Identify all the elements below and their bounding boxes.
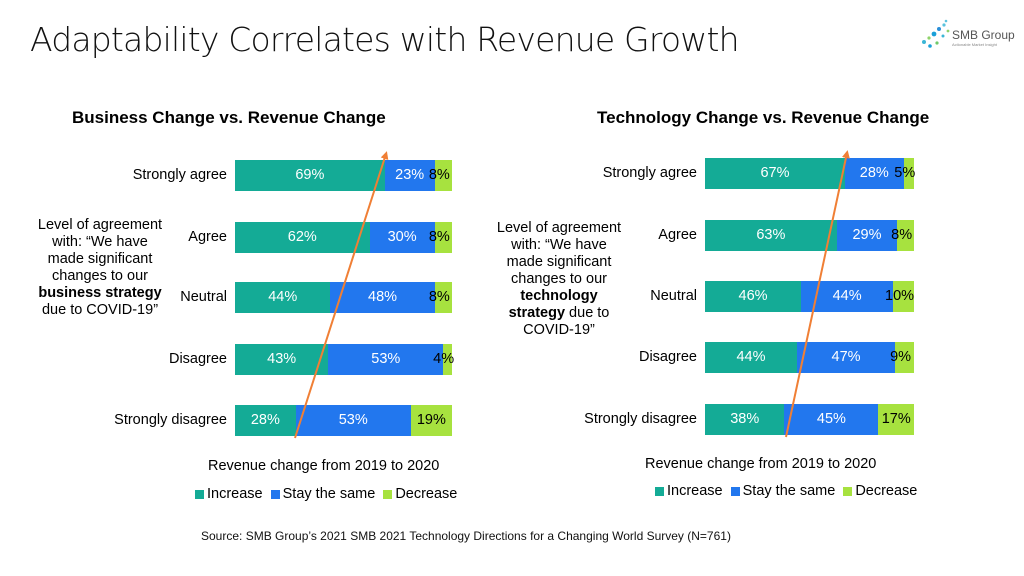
bar-segment-decrease <box>897 220 914 251</box>
side-text-pre: Level of agreement with: “We have made s… <box>496 220 622 287</box>
category-label: Neutral <box>650 288 697 304</box>
legend-swatch-stay <box>270 489 280 499</box>
legend-label: Increase <box>207 486 263 502</box>
legend-label: Increase <box>667 483 723 499</box>
data-label-decrease: 8% <box>428 229 450 245</box>
category-label: Agree <box>658 227 697 243</box>
bar-segment-decrease <box>878 404 914 435</box>
logo-tagline: Actionable Market Insight <box>952 42 997 47</box>
chart-title-technology: Technology Change vs. Revenue Change <box>597 108 930 127</box>
legend-label: Stay the same <box>742 483 836 499</box>
chart-title-business: Business Change vs. Revenue Change <box>72 108 386 127</box>
legend-label: Stay the same <box>282 486 376 502</box>
data-label-decrease: 4% <box>433 351 455 367</box>
category-label: Strongly agree <box>602 165 697 181</box>
data-label-stay-same: 53% <box>338 412 368 428</box>
bar-segment-increase <box>705 404 785 435</box>
data-label-increase: 38% <box>730 411 760 427</box>
data-label-increase: 67% <box>760 165 790 181</box>
legend-label: Decrease <box>395 486 458 502</box>
bar-segment-decrease <box>434 222 452 253</box>
category-label: Disagree <box>168 351 227 367</box>
data-label-stay-same: 23% <box>395 167 425 183</box>
data-label-stay-same: 28% <box>859 165 889 181</box>
legend-swatch-decrease <box>843 486 853 496</box>
side-text-technology: Level of agreement with: “We have made s… <box>494 220 624 339</box>
data-label-stay-same: 29% <box>852 227 882 243</box>
legend-swatch-decrease <box>383 489 393 499</box>
category-label: Strongly disagree <box>584 411 697 427</box>
smb-group-logo: SMB Group Actionable Market Insight <box>918 16 1018 56</box>
bar-segment-stay-same <box>845 158 904 189</box>
data-label-decrease: 10% <box>885 288 915 304</box>
category-label: Agree <box>188 229 227 245</box>
bar-segment-decrease <box>893 281 914 312</box>
legend-item-stay: Stay the same <box>270 486 376 502</box>
data-label-stay-same: 45% <box>816 411 846 427</box>
data-label-increase: 44% <box>268 289 298 305</box>
data-label-increase: 43% <box>267 351 297 367</box>
bar-segment-increase <box>235 405 296 436</box>
legend-item-decrease: Decrease <box>383 486 457 502</box>
legend-item-increase: Increase <box>655 483 723 499</box>
data-label-decrease: 8% <box>428 289 450 305</box>
logo-dots-icon <box>922 19 950 48</box>
data-label-decrease: 19% <box>416 412 446 428</box>
legend-swatch-stay <box>730 486 740 496</box>
bar-segment-increase <box>705 342 797 373</box>
data-label-increase: 69% <box>295 167 325 183</box>
legend-item-decrease: Decrease <box>843 483 917 499</box>
category-label: Neutral <box>180 289 227 305</box>
bar-segment-decrease <box>903 158 914 189</box>
legend-item-increase: Increase <box>195 486 263 502</box>
legend-item-stay: Stay the same <box>730 483 836 499</box>
side-text-post: due to COVID-19” <box>41 302 159 318</box>
data-label-increase: 62% <box>287 229 317 245</box>
data-label-increase: 28% <box>250 412 280 428</box>
data-label-increase: 44% <box>736 349 766 365</box>
category-label: Strongly disagree <box>114 412 227 428</box>
data-label-stay-same: 48% <box>368 289 398 305</box>
data-label-stay-same: 53% <box>371 351 401 367</box>
side-text-pre: Level of agreement with: “We have made s… <box>37 217 163 284</box>
bar-segment-decrease <box>410 405 452 436</box>
data-label-decrease: 8% <box>891 227 913 243</box>
legend-business: Increase Stay the same Decrease <box>195 486 457 502</box>
x-axis-label-technology: Revenue change from 2019 to 2020 <box>645 456 877 472</box>
category-label: Strongly agree <box>132 167 227 183</box>
data-label-increase: 46% <box>738 288 768 304</box>
legend-swatch-increase <box>655 486 664 496</box>
side-text-business: Level of agreement with: “We have made s… <box>35 217 165 319</box>
legend-swatch-increase <box>195 489 204 499</box>
bar-segment-decrease <box>434 160 452 191</box>
bar-segment-decrease <box>434 282 452 313</box>
data-label-stay-same: 30% <box>387 229 417 245</box>
side-text-bold: business strategy <box>38 285 162 301</box>
x-axis-label-business: Revenue change from 2019 to 2020 <box>208 458 440 474</box>
legend-label: Decrease <box>855 483 918 499</box>
data-label-increase: 63% <box>756 227 786 243</box>
bar-segment-decrease <box>443 344 452 375</box>
category-label: Disagree <box>638 349 697 365</box>
slide-title: Adaptability Correlates with Revenue Gro… <box>30 20 740 59</box>
legend-technology: Increase Stay the same Decrease <box>655 483 917 499</box>
bar-segment-stay-same <box>384 160 435 191</box>
data-label-stay-same: 47% <box>831 349 861 365</box>
data-label-decrease: 8% <box>428 167 450 183</box>
side-text-post: due to COVID-19” <box>523 305 610 338</box>
data-label-stay-same: 44% <box>832 288 862 304</box>
logo-name: SMB Group <box>952 28 1015 42</box>
data-label-decrease: 9% <box>890 349 912 365</box>
data-label-decrease: 17% <box>881 411 911 427</box>
side-text-bold: technology strategy <box>508 288 598 321</box>
bar-segment-decrease <box>895 342 914 373</box>
data-label-decrease: 5% <box>894 165 916 181</box>
source-note: Source: SMB Group’s 2021 SMB 2021 Techno… <box>201 529 731 543</box>
